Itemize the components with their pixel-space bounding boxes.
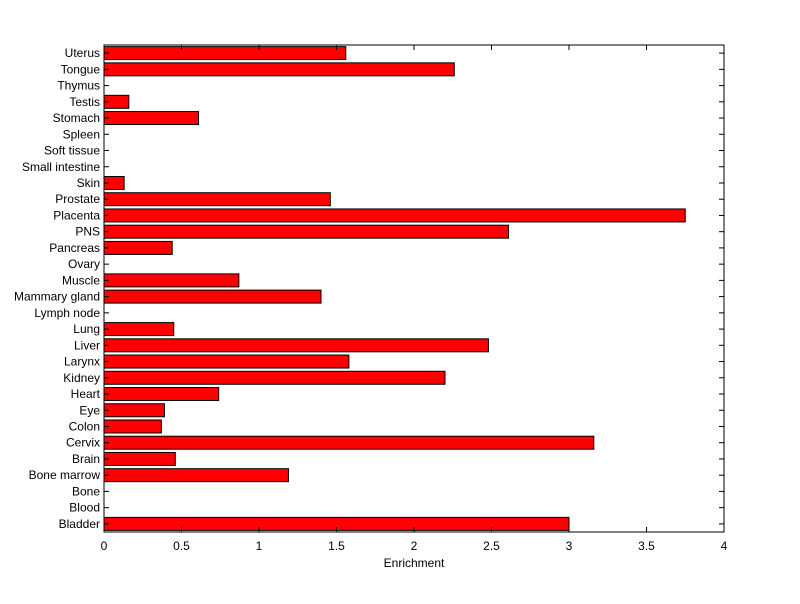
bar-heart (103, 387, 220, 402)
y-tick-label: Larynx (64, 355, 100, 369)
y-tick-label: Tongue (61, 62, 101, 76)
x-tick-label: 4 (721, 539, 728, 553)
y-tick-label: Brain (72, 452, 100, 466)
bar-muscle (103, 273, 240, 288)
y-tick-label: Lung (73, 322, 100, 336)
y-tick-label: Kidney (63, 371, 100, 385)
x-tick-label: 2.5 (483, 539, 500, 553)
y-tick-label: Stomach (53, 111, 100, 125)
y-tick-label: Blood (69, 501, 100, 515)
y-tick-label: Skin (77, 176, 100, 190)
y-tick-label: Bone marrow (29, 468, 101, 482)
y-tick-label: Bone (72, 484, 100, 498)
y-tick-label: Soft tissue (44, 144, 100, 158)
x-tick-label: 0.5 (173, 539, 190, 553)
bar-larynx (103, 354, 350, 369)
y-tick-label: Colon (69, 419, 100, 433)
y-tick-label: Liver (74, 338, 100, 352)
bar-tongue (103, 62, 455, 77)
x-tick-label: 2 (411, 539, 418, 553)
y-tick-label: Uterus (65, 46, 100, 60)
x-tick-label: 3 (566, 539, 573, 553)
x-tick-label: 3.5 (638, 539, 655, 553)
bar-prostate (103, 192, 331, 207)
y-tick-label: Small intestine (22, 160, 100, 174)
bar-cervix (103, 435, 595, 450)
bar-uterus (103, 46, 347, 61)
bar-pns (103, 224, 510, 239)
bar-pancreas (103, 240, 173, 255)
bar-lung (103, 322, 175, 337)
x-tick-label: 0 (101, 539, 108, 553)
bar-eye (103, 403, 165, 418)
x-axis-label: Enrichment (384, 556, 445, 570)
y-tick-label: Thymus (57, 79, 100, 93)
y-tick-label: Cervix (66, 436, 100, 450)
bar-mammary-gland (103, 289, 322, 304)
y-tick-label: Muscle (62, 273, 100, 287)
y-tick-label: Eye (79, 403, 100, 417)
y-tick-label: Placenta (53, 208, 100, 222)
bar-placenta (103, 208, 686, 223)
y-tick-label: Pancreas (49, 241, 100, 255)
x-tick-label: 1 (256, 539, 263, 553)
y-tick-label: PNS (75, 225, 100, 239)
y-tick-label: Mammary gland (14, 290, 100, 304)
bar-kidney (103, 370, 446, 385)
bar-brain (103, 451, 176, 466)
y-tick-label: Spleen (63, 127, 100, 141)
y-tick-label: Heart (71, 387, 101, 401)
bar-bone-marrow (103, 468, 289, 483)
y-tick-label: Ovary (68, 257, 100, 271)
x-tick-label: 1.5 (328, 539, 345, 553)
bar-liver (103, 338, 489, 353)
bar-stomach (103, 111, 200, 126)
y-tick-label: Prostate (55, 192, 100, 206)
bar-colon (103, 419, 162, 434)
y-tick-label: Bladder (59, 517, 100, 531)
y-tick-label: Lymph node (34, 306, 100, 320)
y-tick-label: Testis (69, 95, 100, 109)
